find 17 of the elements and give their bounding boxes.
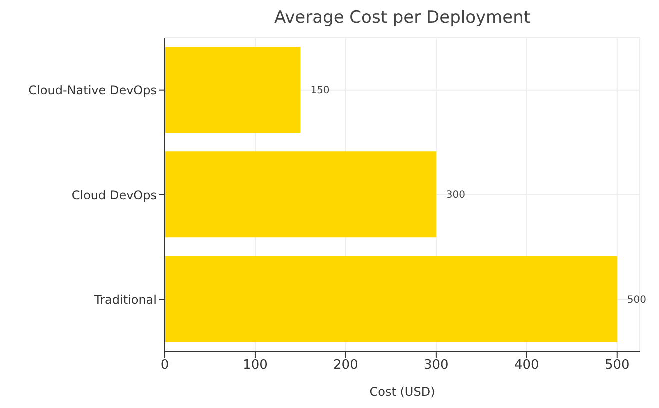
y-tick-label: Traditional	[94, 292, 157, 307]
x-tick-label: 400	[514, 358, 540, 374]
data-label: 150	[310, 86, 330, 97]
bar	[165, 256, 618, 342]
x-tick-label: 200	[334, 358, 358, 374]
x-tick-label: 0	[160, 358, 170, 374]
bar	[165, 152, 436, 238]
data-label: 300	[446, 190, 466, 202]
x-tick-label: 100	[243, 358, 268, 374]
x-tick-label: 300	[424, 358, 449, 374]
chart-title: Average Cost per Deployment	[273, 8, 532, 28]
x-tick-label: 500	[604, 358, 630, 374]
x-axis-title: Cost (USD)	[370, 385, 436, 399]
y-tick-label: Cloud DevOps	[72, 188, 157, 202]
data-label: 500	[627, 294, 646, 306]
bar	[165, 47, 301, 133]
y-tick-label: Cloud-Native DevOps	[28, 84, 157, 98]
